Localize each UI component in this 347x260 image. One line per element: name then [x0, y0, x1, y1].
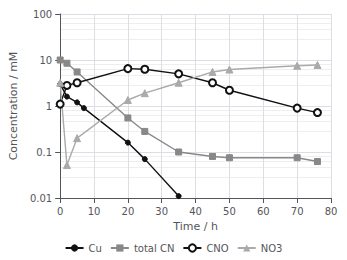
svg-text:40: 40 — [189, 206, 202, 217]
svg-text:10: 10 — [88, 206, 101, 217]
svg-text:total CN: total CN — [134, 243, 175, 254]
svg-text:10: 10 — [39, 55, 52, 66]
svg-text:0.1: 0.1 — [36, 147, 52, 158]
svg-text:CNO: CNO — [206, 243, 228, 254]
svg-text:60: 60 — [257, 206, 270, 217]
svg-text:0.01: 0.01 — [30, 193, 52, 204]
svg-text:80: 80 — [325, 206, 338, 217]
svg-text:1: 1 — [46, 101, 52, 112]
svg-text:100: 100 — [33, 9, 52, 20]
svg-text:70: 70 — [291, 206, 304, 217]
svg-text:Concentration / mM: Concentration / mM — [7, 52, 20, 161]
svg-text:50: 50 — [223, 206, 236, 217]
svg-text:30: 30 — [155, 206, 168, 217]
svg-text:Cu: Cu — [89, 243, 102, 254]
svg-text:Time / h: Time / h — [172, 220, 218, 233]
svg-text:20: 20 — [122, 206, 135, 217]
svg-text:0: 0 — [57, 206, 63, 217]
svg-text:NO3: NO3 — [261, 243, 283, 254]
